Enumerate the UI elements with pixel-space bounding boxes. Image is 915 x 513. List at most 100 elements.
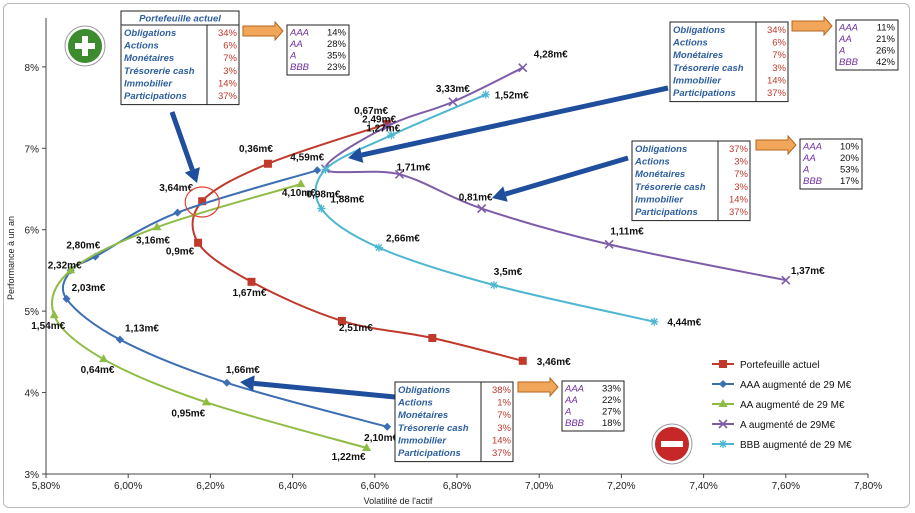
allocation-table-4: Obligations 38% Actions 1% Monétaires 7% Tréso… [394, 376, 625, 463]
rating-value: 23% [327, 62, 347, 73]
series-line-4 [324, 66, 786, 282]
allocation-value: 14% [218, 78, 238, 89]
data-point [448, 97, 458, 107]
arrow-current [169, 111, 200, 183]
allocation-value: 34% [767, 25, 787, 36]
point-label: 3,33m€ [436, 84, 470, 95]
minus-icon [651, 423, 693, 465]
legend-label: A augmenté de 29M€ [740, 420, 836, 431]
point-label: 4,59m€ [290, 152, 324, 163]
highlight-circle [184, 186, 220, 218]
arrow-head [492, 186, 508, 202]
rating-value: 35% [327, 51, 347, 62]
x-tick-label: 6,60% [361, 481, 389, 492]
rating-class: BBB [565, 418, 585, 429]
transfer-arrow [755, 134, 797, 156]
allocation-value: 7% [734, 169, 748, 180]
legend-label: Portefeuille actuel [740, 360, 820, 371]
allocation-class: Participations [398, 448, 461, 459]
data-point [374, 243, 383, 252]
allocation-value: 14% [492, 435, 512, 446]
allocation-value: 38% [492, 385, 512, 396]
chart-frame [3, 3, 910, 508]
allocation-value: 6% [772, 38, 786, 49]
point-label: 1,27m€ [366, 123, 400, 134]
point-label: 2,49m€ [362, 114, 396, 125]
data-point [718, 419, 728, 429]
allocation-box [631, 140, 751, 222]
rating-class: AA [802, 153, 816, 164]
allocation-value: 14% [767, 75, 787, 86]
arrow-shaft [361, 85, 669, 158]
rating-class: A [564, 407, 571, 418]
rating-class: A [289, 51, 296, 62]
rating-value: 27% [602, 407, 622, 418]
allocation-class: Trésorerie cash [398, 423, 469, 434]
series-line-2 [61, 169, 388, 428]
y-tick-label: 5% [25, 307, 40, 318]
allocation-value: 37% [729, 207, 749, 218]
x-tick-label: 6,40% [278, 481, 306, 492]
point-label: 1,37m€ [791, 266, 825, 277]
rating-class: BBB [290, 62, 310, 73]
data-point [115, 335, 124, 344]
arrow-head [348, 147, 364, 163]
allocation-class: Actions [672, 38, 708, 49]
point-label: 1,11m€ [610, 226, 644, 237]
point-label: 2,32m€ [48, 260, 82, 271]
rating-value: 17% [840, 176, 860, 187]
rating-class: AAA [289, 28, 309, 39]
x-tick-label: 6,20% [196, 481, 224, 492]
point-label: 0,98m€ [307, 189, 341, 200]
badge-ring [64, 25, 106, 67]
arrow-a [348, 85, 669, 163]
allocation-value: 7% [772, 50, 786, 61]
allocation-value: 14% [729, 194, 749, 205]
data-point [489, 281, 498, 290]
data-point [382, 121, 392, 131]
point-label: 0,67m€ [354, 106, 388, 117]
allocation-value: 3% [734, 157, 748, 168]
data-point [604, 239, 614, 249]
point-label: 0,64m€ [81, 365, 115, 376]
data-point [198, 197, 207, 206]
transfer-arrow [791, 15, 833, 37]
transfer-arrow [242, 20, 284, 42]
data-point [222, 378, 231, 387]
allocation-table-3: Obligations 37% Actions 3% Monétaires 7% Tréso… [631, 134, 863, 222]
rating-box [799, 138, 863, 190]
data-point [387, 131, 396, 140]
point-label: 3,16m€ [136, 235, 170, 246]
allocation-value: 7% [497, 410, 511, 421]
rating-class: AA [838, 34, 852, 45]
point-label: 4,28m€ [534, 50, 568, 61]
legend-label: AAA augmenté de 29 M€ [740, 380, 852, 391]
point-label: 3,5m€ [494, 267, 523, 278]
x-tick-label: 6,80% [443, 481, 471, 492]
allocation-class: Monétaires [673, 50, 723, 61]
y-tick-label: 8% [25, 63, 40, 74]
data-point [719, 360, 727, 368]
allocation-box [120, 24, 240, 106]
point-label: 4,44m€ [667, 318, 701, 329]
data-point [719, 380, 727, 388]
data-point [518, 63, 528, 73]
point-label: 2,03m€ [72, 283, 106, 294]
badge-ring [651, 423, 693, 465]
rating-value: 42% [876, 57, 896, 68]
point-label: 4,10m€ [282, 188, 316, 199]
point-label: 1,67m€ [233, 288, 267, 299]
allocation-class: Actions [123, 41, 159, 52]
data-point [91, 252, 100, 261]
allocation-class: Obligations [673, 25, 725, 36]
data-point [719, 440, 727, 448]
allocation-value: 3% [734, 182, 748, 193]
allocation-value: 3% [497, 423, 511, 434]
point-label: 0,9m€ [166, 247, 195, 258]
rating-value: 21% [876, 34, 896, 45]
rating-value: 10% [840, 142, 860, 153]
arrow-shaft [504, 155, 629, 197]
data-point [337, 316, 346, 325]
point-label: 3,46m€ [537, 357, 571, 368]
x-tick-label: 7,40% [689, 481, 717, 492]
